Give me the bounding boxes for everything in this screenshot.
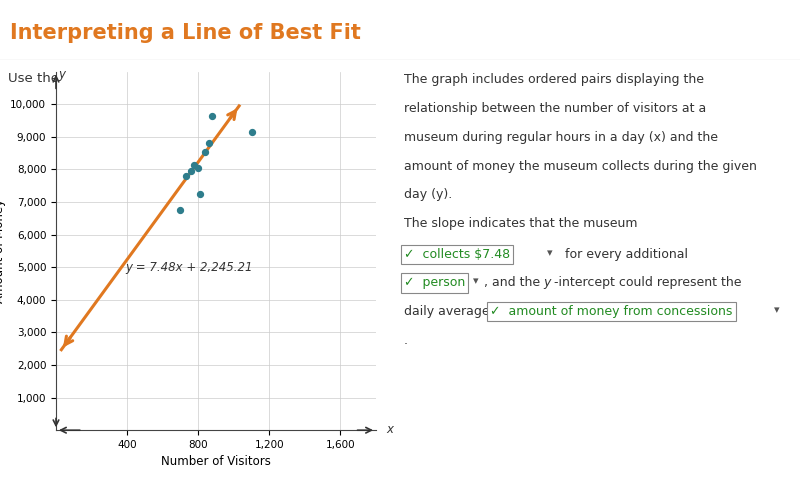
Point (187, 161, 200, 168)
Text: x: x (386, 423, 394, 436)
Text: Use the graph and equation to answer the question.: Use the graph and equation to answer the… (8, 72, 358, 85)
Text: ✓  person: ✓ person (404, 276, 466, 290)
Text: y = 7.48x + 2,245.21: y = 7.48x + 2,245.21 (126, 261, 253, 274)
Text: day (y).: day (y). (404, 188, 452, 201)
Text: -intercept could represent the: -intercept could represent the (554, 276, 742, 290)
X-axis label: Number of Visitors: Number of Visitors (161, 456, 271, 468)
Point (245, 128, 258, 136)
Text: relationship between the number of visitors at a: relationship between the number of visit… (404, 102, 706, 115)
Text: ▾: ▾ (473, 276, 478, 286)
Text: for every additional: for every additional (565, 248, 688, 261)
Text: y: y (58, 68, 65, 81)
Y-axis label: Amount of Money: Amount of Money (0, 199, 6, 303)
Text: Interpreting a Line of Best Fit: Interpreting a Line of Best Fit (10, 23, 361, 43)
Point (194, 190, 206, 198)
Text: ✓  collects $7.48: ✓ collects $7.48 (404, 248, 510, 261)
Text: ▾: ▾ (774, 305, 780, 315)
Text: ✓  amount of money from concessions: ✓ amount of money from concessions (490, 305, 733, 318)
Text: ▾: ▾ (547, 248, 553, 258)
Text: .: . (404, 334, 408, 347)
Point (202, 140, 215, 147)
Text: The slope indicates that the museum: The slope indicates that the museum (404, 217, 638, 230)
Point (185, 167, 198, 175)
Text: y: y (543, 276, 550, 290)
Text: daily average: daily average (404, 305, 494, 318)
Point (179, 172, 192, 180)
Text: amount of money the museum collects during the given: amount of money the museum collects duri… (404, 160, 757, 173)
Text: , and the: , and the (484, 276, 545, 290)
Point (174, 206, 187, 214)
Text: The graph includes ordered pairs displaying the: The graph includes ordered pairs display… (404, 73, 704, 87)
Point (206, 112, 219, 120)
Point (199, 148, 212, 155)
Text: museum during regular hours in a day (x) and the: museum during regular hours in a day (x)… (404, 131, 718, 144)
Point (192, 164, 205, 172)
